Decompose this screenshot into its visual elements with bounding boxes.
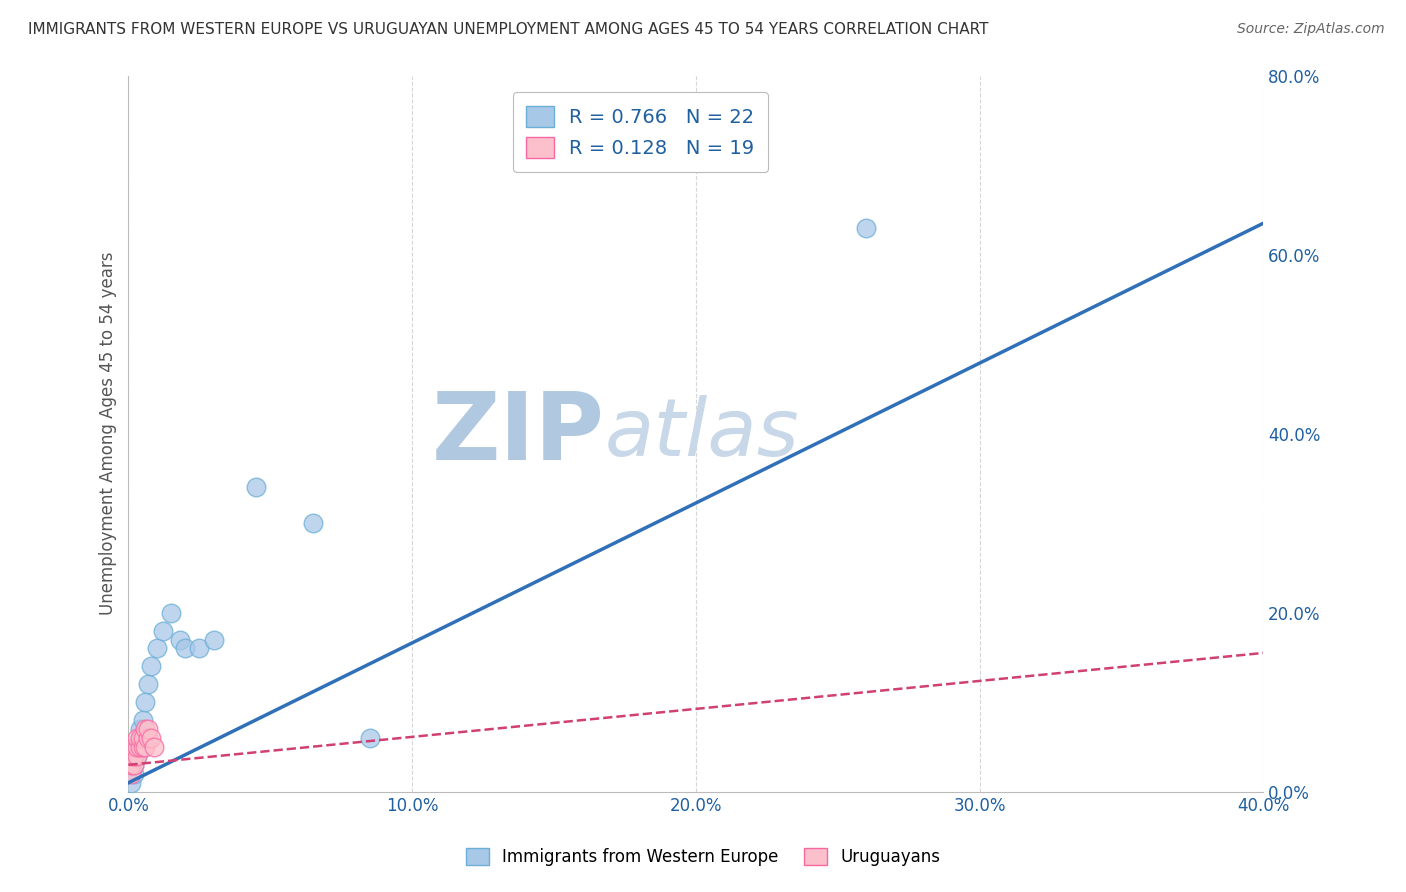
Point — [302, 516, 325, 530]
Point — [122, 748, 145, 763]
Text: IMMIGRANTS FROM WESTERN EUROPE VS URUGUAYAN UNEMPLOYMENT AMONG AGES 45 TO 54 YEA: IMMIGRANTS FROM WESTERN EUROPE VS URUGUA… — [28, 22, 988, 37]
Point — [128, 722, 150, 736]
Point — [141, 731, 163, 745]
Point — [122, 739, 145, 754]
Point — [143, 739, 166, 754]
Point — [152, 624, 174, 638]
Point — [202, 632, 225, 647]
Text: ZIP: ZIP — [432, 388, 605, 480]
Point — [122, 766, 145, 780]
Point — [855, 220, 877, 235]
Point — [125, 731, 148, 745]
Point — [134, 739, 156, 754]
Point — [131, 731, 153, 745]
Legend: R = 0.766   N = 22, R = 0.128   N = 19: R = 0.766 N = 22, R = 0.128 N = 19 — [513, 93, 768, 172]
Point — [245, 480, 267, 494]
Point — [169, 632, 191, 647]
Point — [160, 606, 183, 620]
Point — [188, 641, 211, 656]
Point — [120, 776, 142, 790]
Point — [128, 731, 150, 745]
Text: atlas: atlas — [605, 394, 800, 473]
Point — [136, 677, 159, 691]
Point — [125, 739, 148, 754]
Point — [134, 722, 156, 736]
Y-axis label: Unemployment Among Ages 45 to 54 years: Unemployment Among Ages 45 to 54 years — [100, 252, 117, 615]
Point — [120, 748, 142, 763]
Point — [136, 722, 159, 736]
Point — [146, 641, 169, 656]
Point — [122, 757, 145, 772]
Point — [125, 748, 148, 763]
Point — [128, 731, 150, 745]
Point — [359, 731, 381, 745]
Point — [122, 757, 145, 772]
Point — [141, 659, 163, 673]
Point — [120, 766, 142, 780]
Point — [131, 739, 153, 754]
Point — [125, 748, 148, 763]
Point — [120, 757, 142, 772]
Point — [136, 731, 159, 745]
Point — [134, 695, 156, 709]
Point — [128, 739, 150, 754]
Point — [125, 739, 148, 754]
Point — [131, 713, 153, 727]
Legend: Immigrants from Western Europe, Uruguayans: Immigrants from Western Europe, Uruguaya… — [458, 841, 948, 873]
Text: Source: ZipAtlas.com: Source: ZipAtlas.com — [1237, 22, 1385, 37]
Point — [174, 641, 197, 656]
